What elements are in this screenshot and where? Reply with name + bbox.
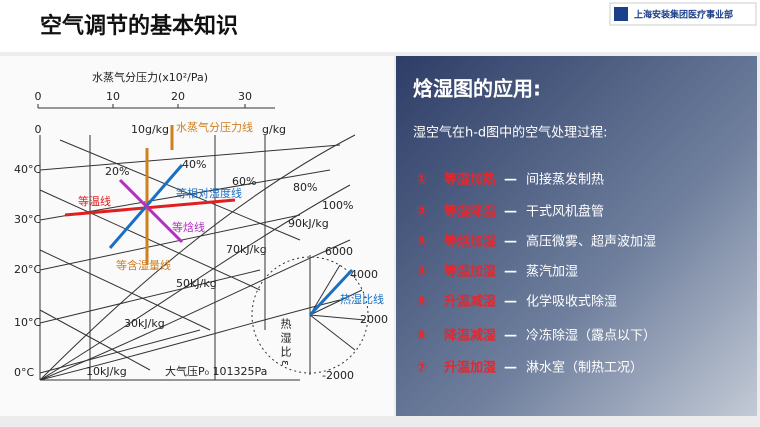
- label: 等相对湿度线: [176, 186, 242, 200]
- label: 4000: [350, 268, 378, 281]
- item-marker: ②: [416, 205, 427, 220]
- tick: 20: [171, 90, 185, 103]
- label: 60%: [232, 175, 256, 188]
- label: 0°C: [14, 366, 34, 379]
- label: 50kJ/kg: [176, 277, 217, 290]
- label: 30kJ/kg: [124, 317, 165, 330]
- label: 6000: [325, 245, 353, 258]
- item-marker: ④: [416, 265, 427, 280]
- tick: 0: [35, 90, 42, 103]
- item-desc: 化学吸收式除湿: [526, 294, 617, 310]
- label: 水蒸气分压力线: [176, 120, 253, 134]
- item-sep: —: [504, 295, 517, 310]
- item-term: 升温加湿: [444, 360, 496, 376]
- item-sep: —: [504, 205, 517, 220]
- label: 等温线: [78, 194, 111, 208]
- label: 10g/kg: [131, 123, 169, 136]
- label: 40%: [182, 158, 206, 171]
- item-term: 等湿降温: [443, 204, 496, 220]
- tick: 30: [238, 90, 252, 103]
- item-sep: —: [504, 361, 517, 376]
- label: -2000: [322, 369, 354, 382]
- item-marker: ⑦: [416, 361, 427, 376]
- label: 等含湿量线: [116, 258, 171, 272]
- label: 80%: [293, 181, 317, 194]
- item-sep: —: [504, 329, 517, 344]
- label: 10kJ/kg: [86, 365, 127, 378]
- item-sep: —: [504, 265, 517, 280]
- item-marker: ⑥: [416, 329, 427, 344]
- label: 40°C: [14, 163, 41, 176]
- item-desc: 蒸汽加湿: [526, 265, 578, 280]
- panel-subtitle: 湿空气在h-d图中的空气处理过程:: [413, 125, 608, 141]
- label: 热湿比线: [340, 292, 384, 306]
- tick: 0: [35, 123, 42, 136]
- item-marker: ③: [416, 235, 427, 250]
- label: 大气压P₀ 101325Pa: [165, 364, 267, 378]
- label: 20%: [105, 165, 129, 178]
- item-marker: ⑤: [416, 295, 427, 310]
- axis-title: 水蒸气分压力(x10²/Pa): [92, 70, 208, 84]
- label: 70kJ/kg: [226, 243, 267, 256]
- item-sep: —: [504, 173, 517, 188]
- item-desc: 淋水室（制热工况）: [526, 360, 643, 376]
- logo: [609, 2, 757, 26]
- diagram-bg: [0, 56, 394, 416]
- items: ① 等湿加热 — 间接蒸发制热 ② 等湿降温 — 干式风机盘管 ③ 等焓加湿 — 高压微雾、超声波加湿…: [416, 172, 656, 376]
- diagram: [37, 104, 369, 381]
- label: 等焓线: [172, 220, 205, 234]
- logo-icon: [614, 7, 628, 21]
- item-desc: 干式风机盘管: [526, 204, 604, 220]
- panel-bg: [396, 56, 757, 416]
- item-sep: —: [504, 235, 517, 250]
- item-term: 等温加湿: [443, 264, 496, 280]
- tick: 10: [106, 90, 120, 103]
- item-term: 等焓加湿: [443, 234, 496, 250]
- logo-text: 上海安装集团医疗事业部: [634, 9, 733, 21]
- label: 10°C: [14, 316, 41, 329]
- title: 空气调节的基本知识: [40, 13, 238, 39]
- item-desc: 高压微雾、超声波加湿: [526, 234, 656, 250]
- item-term: 升温减湿: [444, 294, 496, 310]
- item-desc: 冷冻除湿（露点以下）: [526, 328, 656, 344]
- item-marker: ①: [416, 173, 427, 188]
- label: 20°C: [14, 263, 41, 276]
- label: 90kJ/kg: [288, 217, 329, 230]
- label: 100%: [322, 199, 353, 212]
- label: g/kg: [262, 123, 286, 136]
- panel-title: 焓湿图的应用:: [413, 77, 541, 101]
- item-term: 等湿加热: [443, 172, 496, 188]
- item-desc: 间接蒸发制热: [526, 172, 604, 188]
- item-term: 降温减湿: [444, 328, 496, 344]
- label: 热湿比ε: [279, 318, 292, 369]
- label: 2000: [360, 313, 388, 326]
- label: 30°C: [14, 213, 41, 226]
